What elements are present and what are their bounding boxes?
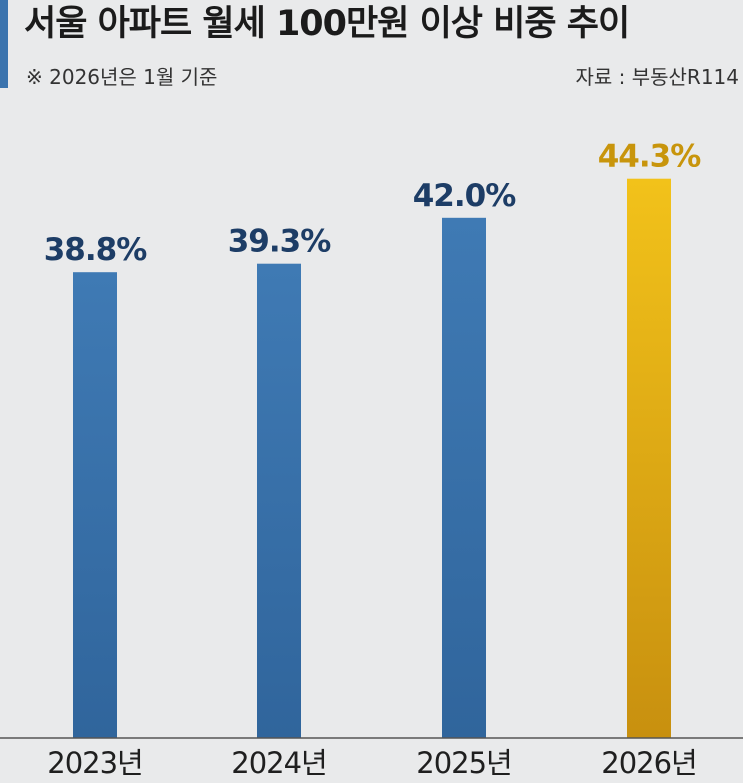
chart-note: ※ 2026년은 1월 기준 (26, 65, 218, 89)
bar-value-label-2: 39.3% (228, 224, 331, 260)
x-tick-label-1: 2023년 (47, 746, 142, 780)
bar-value-label-4: 44.3% (598, 139, 701, 175)
bar-2 (257, 263, 301, 738)
bar-value-label-3: 42.0% (413, 178, 516, 214)
x-tick-label-2: 2024년 (231, 746, 326, 780)
title-accent-bar (0, 0, 8, 88)
x-tick-label-4: 2026년 (601, 746, 696, 780)
bar-value-label-1: 38.8% (44, 232, 147, 268)
bars-group: 38.8% 2023년 39.3% 2024년 42.0% 2025년 44.3% 2026년 (0, 139, 743, 780)
chart-source: 자료 : 부동산R114 (575, 65, 739, 89)
bar-1 (73, 272, 117, 738)
x-tick-label-3: 2025년 (416, 746, 511, 780)
chart-title: 서울 아파트 월세 100만원 이상 비중 추이 (24, 4, 630, 44)
bar-4 (627, 178, 671, 738)
bar-3 (442, 217, 486, 739)
